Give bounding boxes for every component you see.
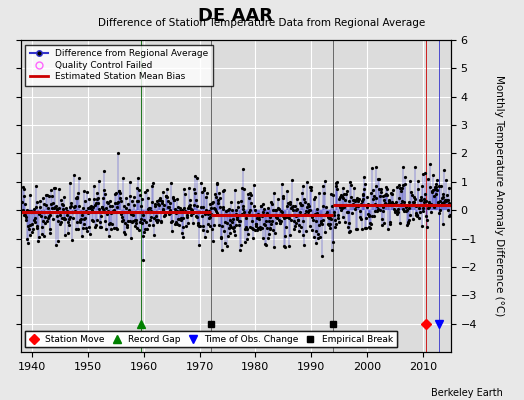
Y-axis label: Monthly Temperature Anomaly Difference (°C): Monthly Temperature Anomaly Difference (…	[494, 75, 504, 317]
Text: Berkeley Earth: Berkeley Earth	[431, 388, 503, 398]
Legend: Station Move, Record Gap, Time of Obs. Change, Empirical Break: Station Move, Record Gap, Time of Obs. C…	[26, 331, 397, 348]
Title: DE AAR: DE AAR	[198, 6, 274, 24]
Text: Difference of Station Temperature Data from Regional Average: Difference of Station Temperature Data f…	[99, 18, 425, 28]
